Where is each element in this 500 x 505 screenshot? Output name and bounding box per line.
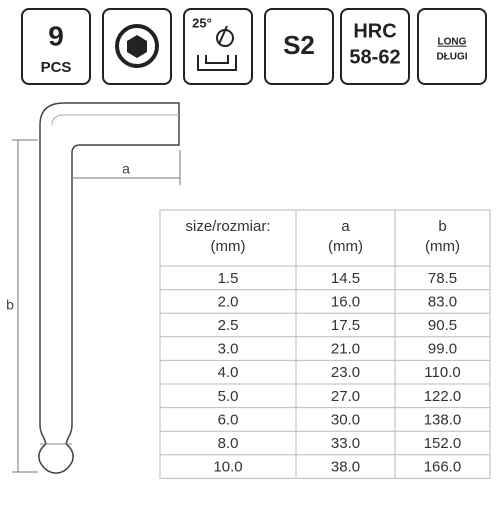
dim-b: b [6,297,14,313]
table-cell: 2.5 [218,317,239,334]
pieces-unit: PCS [41,59,72,76]
table-cell: 166.0 [424,459,462,476]
table-cell: 14.5 [331,270,360,287]
table-cell: 38.0 [331,459,360,476]
ball-end-icon [197,25,237,71]
table-cell: 110.0 [424,364,460,381]
table-cell: 3.0 [218,341,239,358]
table-cell: 1.5 [218,270,239,287]
badge-box [21,8,91,85]
spec-table: size/rozmiar: (mm) a (mm) b (mm) 1.5 14.5 78.5 2.… [159,209,491,479]
table-cell: 83.0 [428,293,457,310]
table-cell: 8.0 [218,435,239,452]
header-cell: b [438,218,446,235]
length-pl: DŁUGI [436,52,467,63]
badge-box [102,8,172,85]
table-cell: 10.0 [213,459,242,476]
table-cell: 90.5 [428,317,457,334]
table-cell: 17.5 [331,317,360,334]
table-cell: 122.0 [424,388,462,405]
table-cell: 23.0 [331,364,360,381]
table-cell: 4.0 [218,364,239,381]
table-cell: 138.0 [424,411,462,428]
table-cell: 33.0 [331,435,360,452]
hrc-range: 58-62 [349,46,400,68]
badge-box [340,8,410,85]
length-en: LONG [438,37,467,48]
dimension-lines [12,139,181,473]
table-bg [159,209,491,479]
table-cell: 6.0 [218,411,239,428]
hrc-label: HRC [353,20,396,42]
table-cell: 21.0 [331,341,360,358]
hex-icon [127,35,147,58]
dim-a: a [122,161,130,177]
badge-box [417,8,487,85]
angle: 25° [192,15,212,30]
header-cell: (mm) [328,238,363,255]
header-cell: (mm) [425,238,460,255]
steel: S2 [283,30,315,60]
table-cell: 27.0 [331,388,360,405]
table-cell: 2.0 [218,293,239,310]
badge-box [183,8,253,85]
header-cell: size/rozmiar: [185,218,270,235]
table-cell: 30.0 [331,411,360,428]
badges [21,8,487,85]
pieces-number: 9 [48,20,64,51]
header-cell: a [341,218,350,235]
table-cell: 16.0 [331,293,360,310]
table-cell: 5.0 [218,388,239,405]
table-cell: 78.5 [428,270,457,287]
hex-icon [115,24,159,68]
table-cell: 152.0 [424,435,462,452]
badge-box [264,8,334,85]
header-cell: (mm) [211,238,246,255]
hex-key [38,102,180,474]
table-cell: 99.0 [428,341,457,358]
